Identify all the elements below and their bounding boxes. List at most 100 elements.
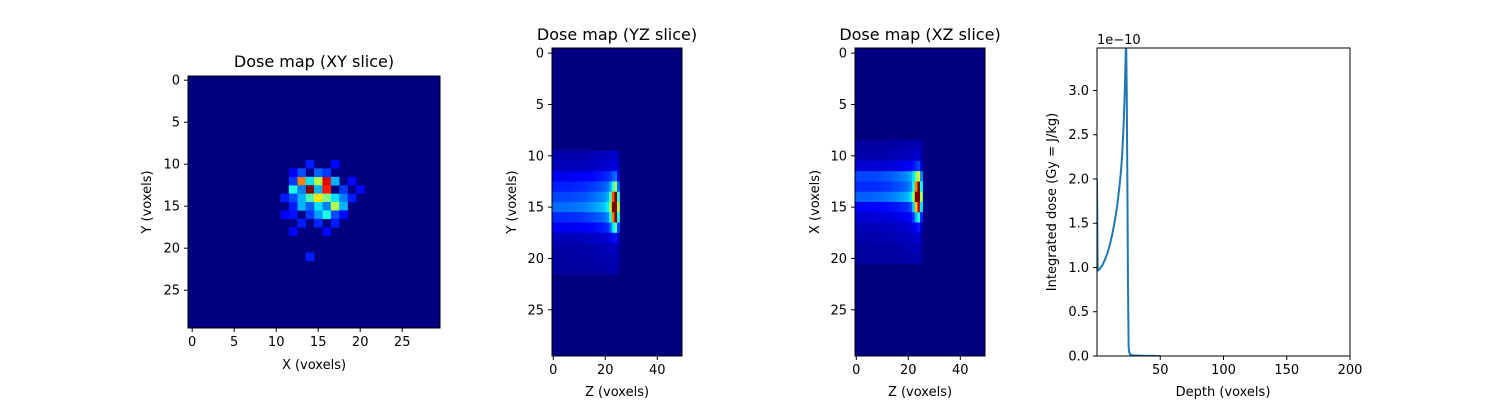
yz-heatmap-cell	[588, 202, 592, 213]
xz-heatmap-cell	[896, 222, 900, 234]
yz-heatmap-cell	[575, 202, 579, 213]
yz-heatmap-cell	[593, 222, 597, 234]
xz-heatmap-cell	[909, 160, 913, 172]
xy-xtick-label: 25	[394, 335, 411, 350]
xz-heatmap-cell	[855, 150, 858, 162]
yz-heatmap-cell	[572, 222, 576, 234]
xz-heatmap-cell	[881, 191, 884, 203]
xz-heatmap-cell	[901, 171, 905, 182]
yz-heatmap-cell	[611, 232, 615, 244]
yz-heatmap-cell	[559, 243, 563, 254]
xz-heatmap-cell	[907, 253, 910, 264]
xz-heatmap-cell	[855, 140, 858, 151]
yz-heatmap-cell	[562, 171, 566, 182]
yz-heatmap-cell	[552, 160, 555, 172]
depth-ytick-label: 2.5	[1068, 128, 1089, 143]
xz-heatmap-cell	[920, 253, 923, 264]
panel-xy: Dose map (XY slice) 0 5 10 15 20 25 0 5 10 15 20 25…	[140, 52, 441, 373]
xz-heatmap-cell	[894, 253, 897, 264]
xz-heatmap-cell	[875, 191, 879, 203]
xz-heatmap-cell	[875, 202, 879, 213]
yz-ytick-label: 0	[536, 47, 544, 62]
xz-heatmap-cell	[899, 243, 903, 254]
xz-heatmap-cell	[868, 171, 871, 182]
yz-heatmap-cell	[557, 171, 561, 182]
depth-xtick-label: 200	[1338, 363, 1363, 378]
yz-heatmap-cell	[570, 202, 574, 213]
xz-heatmap-cell	[888, 243, 892, 254]
xz-heatmap-cell	[914, 150, 918, 162]
xz-heatmap-cell	[878, 212, 882, 223]
xz-heatmap-cell	[875, 140, 879, 151]
xy-heatmap-cell	[305, 176, 315, 186]
xz-heatmap-cell	[883, 212, 887, 223]
yz-heatmap-cell	[559, 150, 563, 162]
xy-heatmap-cell	[288, 202, 298, 211]
yz-heatmap-cell	[598, 232, 602, 244]
xz-heatmap-cell	[914, 160, 918, 172]
yz-heatmap-cell	[557, 263, 561, 275]
yz-heatmap-cell	[580, 150, 584, 162]
xz-heatmap-cell	[883, 160, 887, 172]
xz-heatmap-cell	[894, 222, 897, 234]
yz-heatmap-cell	[570, 150, 574, 162]
xz-heatmap-cell	[886, 202, 890, 213]
yz-heatmap-cell	[614, 181, 618, 193]
xz-heatmap-cell	[886, 222, 890, 234]
xy-xtick-label: 5	[230, 335, 238, 350]
xz-heatmap-cell	[888, 232, 892, 244]
yz-heatmap-cell	[567, 171, 571, 182]
xz-heatmap-cell	[909, 232, 913, 244]
yz-heatmap-cell	[604, 212, 607, 223]
xz-heatmap-cell	[891, 212, 895, 223]
yz-heatmap-cell	[601, 243, 605, 254]
xz-heatmap-cell	[878, 181, 882, 193]
xz-heatmap-cell	[896, 253, 900, 264]
yz-heatmap-cell	[601, 222, 605, 234]
xz-heatmap-cell	[878, 171, 882, 182]
yz-heatmap-cell	[565, 222, 568, 234]
xz-heatmap-cell	[860, 150, 864, 162]
xy-heatmap-cell	[314, 218, 323, 228]
yz-heatmap-cell	[565, 253, 568, 264]
yz-heatmap-cell	[588, 232, 592, 244]
xz-heatmap-cell	[855, 160, 858, 172]
yz-heatmap-cell	[567, 243, 571, 254]
yz-heatmap-cell	[609, 150, 613, 162]
xz-heatmap-cell	[912, 150, 916, 162]
xz-heatmap-cell	[862, 202, 866, 213]
yz-heatmap-cell	[617, 171, 620, 182]
yz-heatmap-cell	[617, 160, 620, 172]
xz-heatmap-cell	[857, 191, 861, 203]
yz-heatmap-cell	[578, 191, 581, 203]
xz-heatmap-cell	[857, 243, 861, 254]
xz-heatmap-cell	[907, 212, 910, 223]
xz-heatmap-cell	[901, 243, 905, 254]
yz-heatmap-cell	[572, 150, 576, 162]
yz-heatmap-cell	[570, 253, 574, 264]
yz-heatmap-cell	[606, 232, 610, 244]
xz-heatmap-cell	[855, 212, 858, 223]
yz-heatmap-cell	[614, 171, 618, 182]
xz-heatmap-cell	[912, 253, 916, 264]
xz-heatmap-cell	[870, 232, 874, 244]
xz-heatmap-cell	[873, 253, 877, 264]
yz-heatmap-cell	[596, 222, 600, 234]
xz-heatmap-cell	[878, 150, 882, 162]
yz-heatmap-cell	[598, 222, 602, 234]
xy-heatmap-cell	[330, 160, 340, 169]
xz-heatmap-cell	[920, 243, 923, 254]
yz-heatmap-cell	[578, 232, 581, 244]
xy-ytick-label: 20	[163, 242, 180, 257]
yz-heatmap-cell	[609, 181, 613, 193]
yz-heatmap-cell	[559, 181, 563, 193]
xz-heatmap-cell	[855, 243, 858, 254]
xz-ytick-label: 20	[830, 252, 847, 267]
xz-heatmap-cell	[881, 202, 884, 213]
yz-heatmap-cell	[570, 243, 574, 254]
xz-heatmap-cell	[914, 140, 918, 151]
xz-heatmap-cell	[883, 140, 887, 151]
yz-heatmap-cell	[562, 150, 566, 162]
yz-heatmap-cell	[588, 181, 592, 193]
